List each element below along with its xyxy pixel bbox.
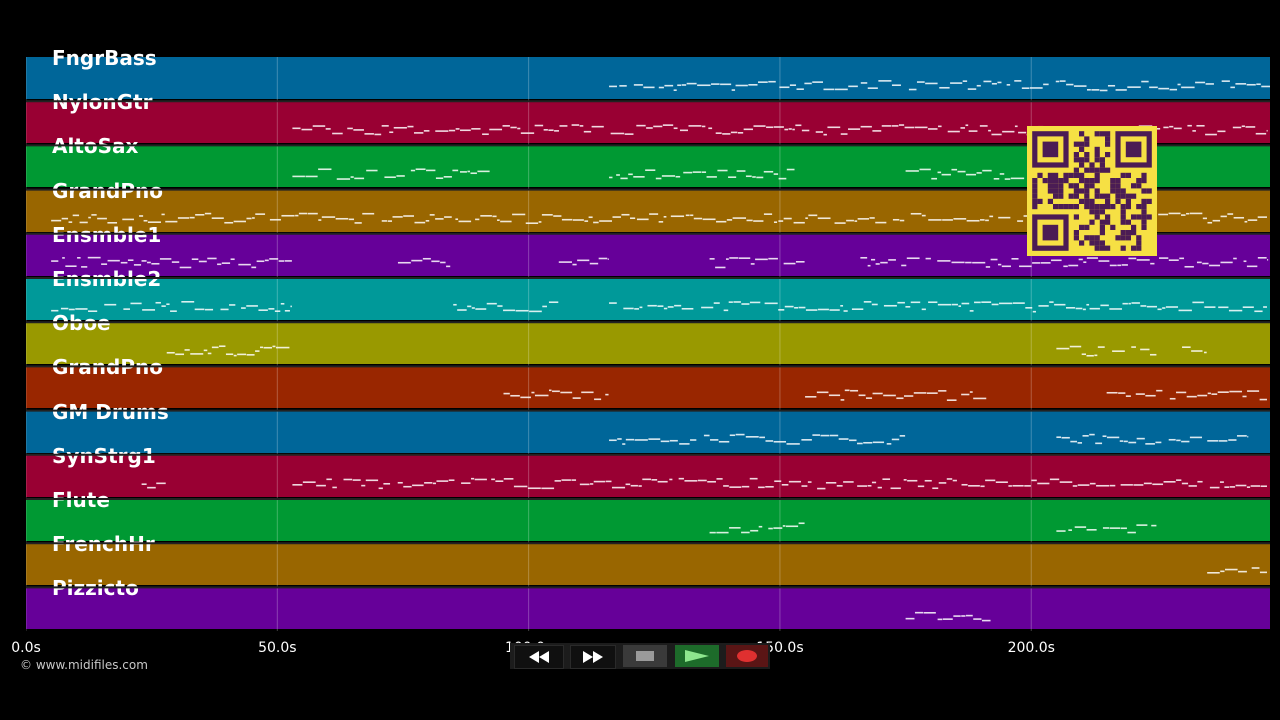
play-button[interactable]: [675, 645, 719, 667]
track-label: Ensmble1: [52, 222, 162, 247]
play-icon: [685, 650, 709, 662]
track-row: Pizzicto: [26, 576, 1270, 630]
track-label: Oboe: [52, 311, 111, 336]
transport-controls: [510, 643, 770, 669]
record-icon: [737, 650, 757, 662]
track-label: NylonGtr: [52, 90, 153, 115]
rewind-button[interactable]: [514, 645, 564, 669]
qr-code-image: [1027, 126, 1157, 256]
fast-forward-button[interactable]: [570, 645, 616, 669]
track-label: AltoSax: [52, 134, 139, 159]
track-label: SynStrg1: [52, 443, 156, 468]
stop-icon: [636, 651, 654, 661]
track-row: GM Drums: [26, 400, 1270, 453]
track-row: Ensmble2: [26, 267, 1270, 320]
track-label: Pizzicto: [52, 576, 139, 601]
track-row: SynStrg1: [26, 444, 1270, 497]
track-row: FngrBass: [26, 46, 1270, 99]
record-button[interactable]: [726, 645, 768, 667]
track-row: FrenchHr: [26, 532, 1270, 586]
track-label: Flute: [52, 488, 110, 512]
copyright-text: © www.midifiles.com: [20, 658, 148, 672]
track-row: Flute: [26, 488, 1270, 541]
piano-roll-tracks: FngrBass NylonGtr AltoSax GrandPno Ensmble1 E…: [26, 46, 1270, 631]
time-tick-label: 200.0s: [1007, 640, 1055, 656]
track-row: GrandPno: [26, 355, 1270, 409]
rewind-icon: [529, 651, 549, 663]
track-label: FngrBass: [52, 46, 157, 70]
fast-forward-icon: [583, 651, 603, 663]
stop-button[interactable]: [623, 645, 667, 667]
track-label: GM Drums: [52, 399, 169, 424]
track-label: FrenchHr: [52, 532, 155, 557]
time-tick-label: 0.0s: [11, 640, 41, 656]
track-row: Oboe: [26, 311, 1270, 365]
time-tick-label: 50.0s: [258, 640, 297, 656]
track-label: GrandPno: [52, 355, 163, 380]
track-label: Ensmble2: [52, 267, 162, 291]
track-label: GrandPno: [52, 178, 163, 203]
